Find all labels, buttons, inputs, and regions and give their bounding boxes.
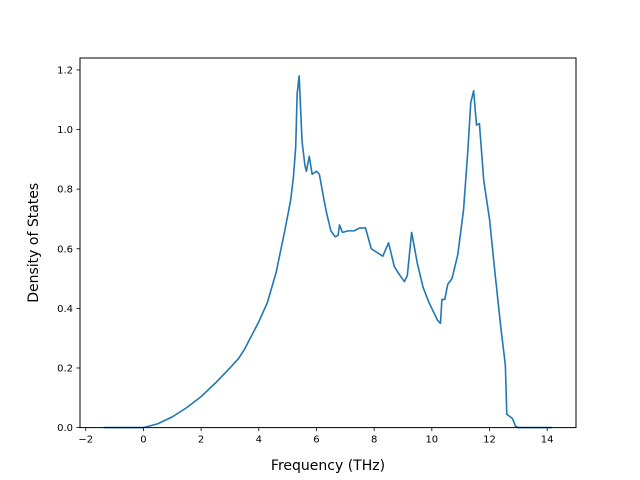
y-axis-ticks: 0.0 0.2 0.4 0.6 0.8 1.0 1.2	[57, 65, 80, 434]
x-tick-label: −2	[78, 435, 93, 446]
y-axis-label: Density of States	[26, 183, 42, 303]
dos-series-line	[103, 75, 553, 429]
x-tick-label: 4	[256, 435, 262, 446]
x-tick-label: 12	[483, 435, 496, 446]
y-tick-label: 1.2	[57, 65, 73, 76]
x-tick-label: 8	[371, 435, 377, 446]
x-tick-label: 0	[140, 435, 146, 446]
plot-area-frame	[79, 57, 577, 429]
x-tick-label: 2	[198, 435, 204, 446]
y-tick-label: 0.4	[57, 304, 73, 315]
x-axis-ticks: −2 0 2 4 6 8 10 12 14	[78, 427, 554, 446]
y-tick-label: 1.0	[57, 125, 73, 136]
y-tick-label: 0.0	[57, 423, 73, 434]
x-tick-label: 10	[425, 435, 438, 446]
x-axis-label: Frequency (THz)	[271, 458, 385, 474]
y-tick-label: 0.2	[57, 363, 73, 374]
x-tick-label: 14	[541, 435, 554, 446]
x-tick-label: 6	[313, 435, 319, 446]
series-layer	[103, 75, 553, 429]
y-tick-label: 0.8	[57, 185, 73, 196]
y-tick-label: 0.6	[57, 244, 73, 255]
